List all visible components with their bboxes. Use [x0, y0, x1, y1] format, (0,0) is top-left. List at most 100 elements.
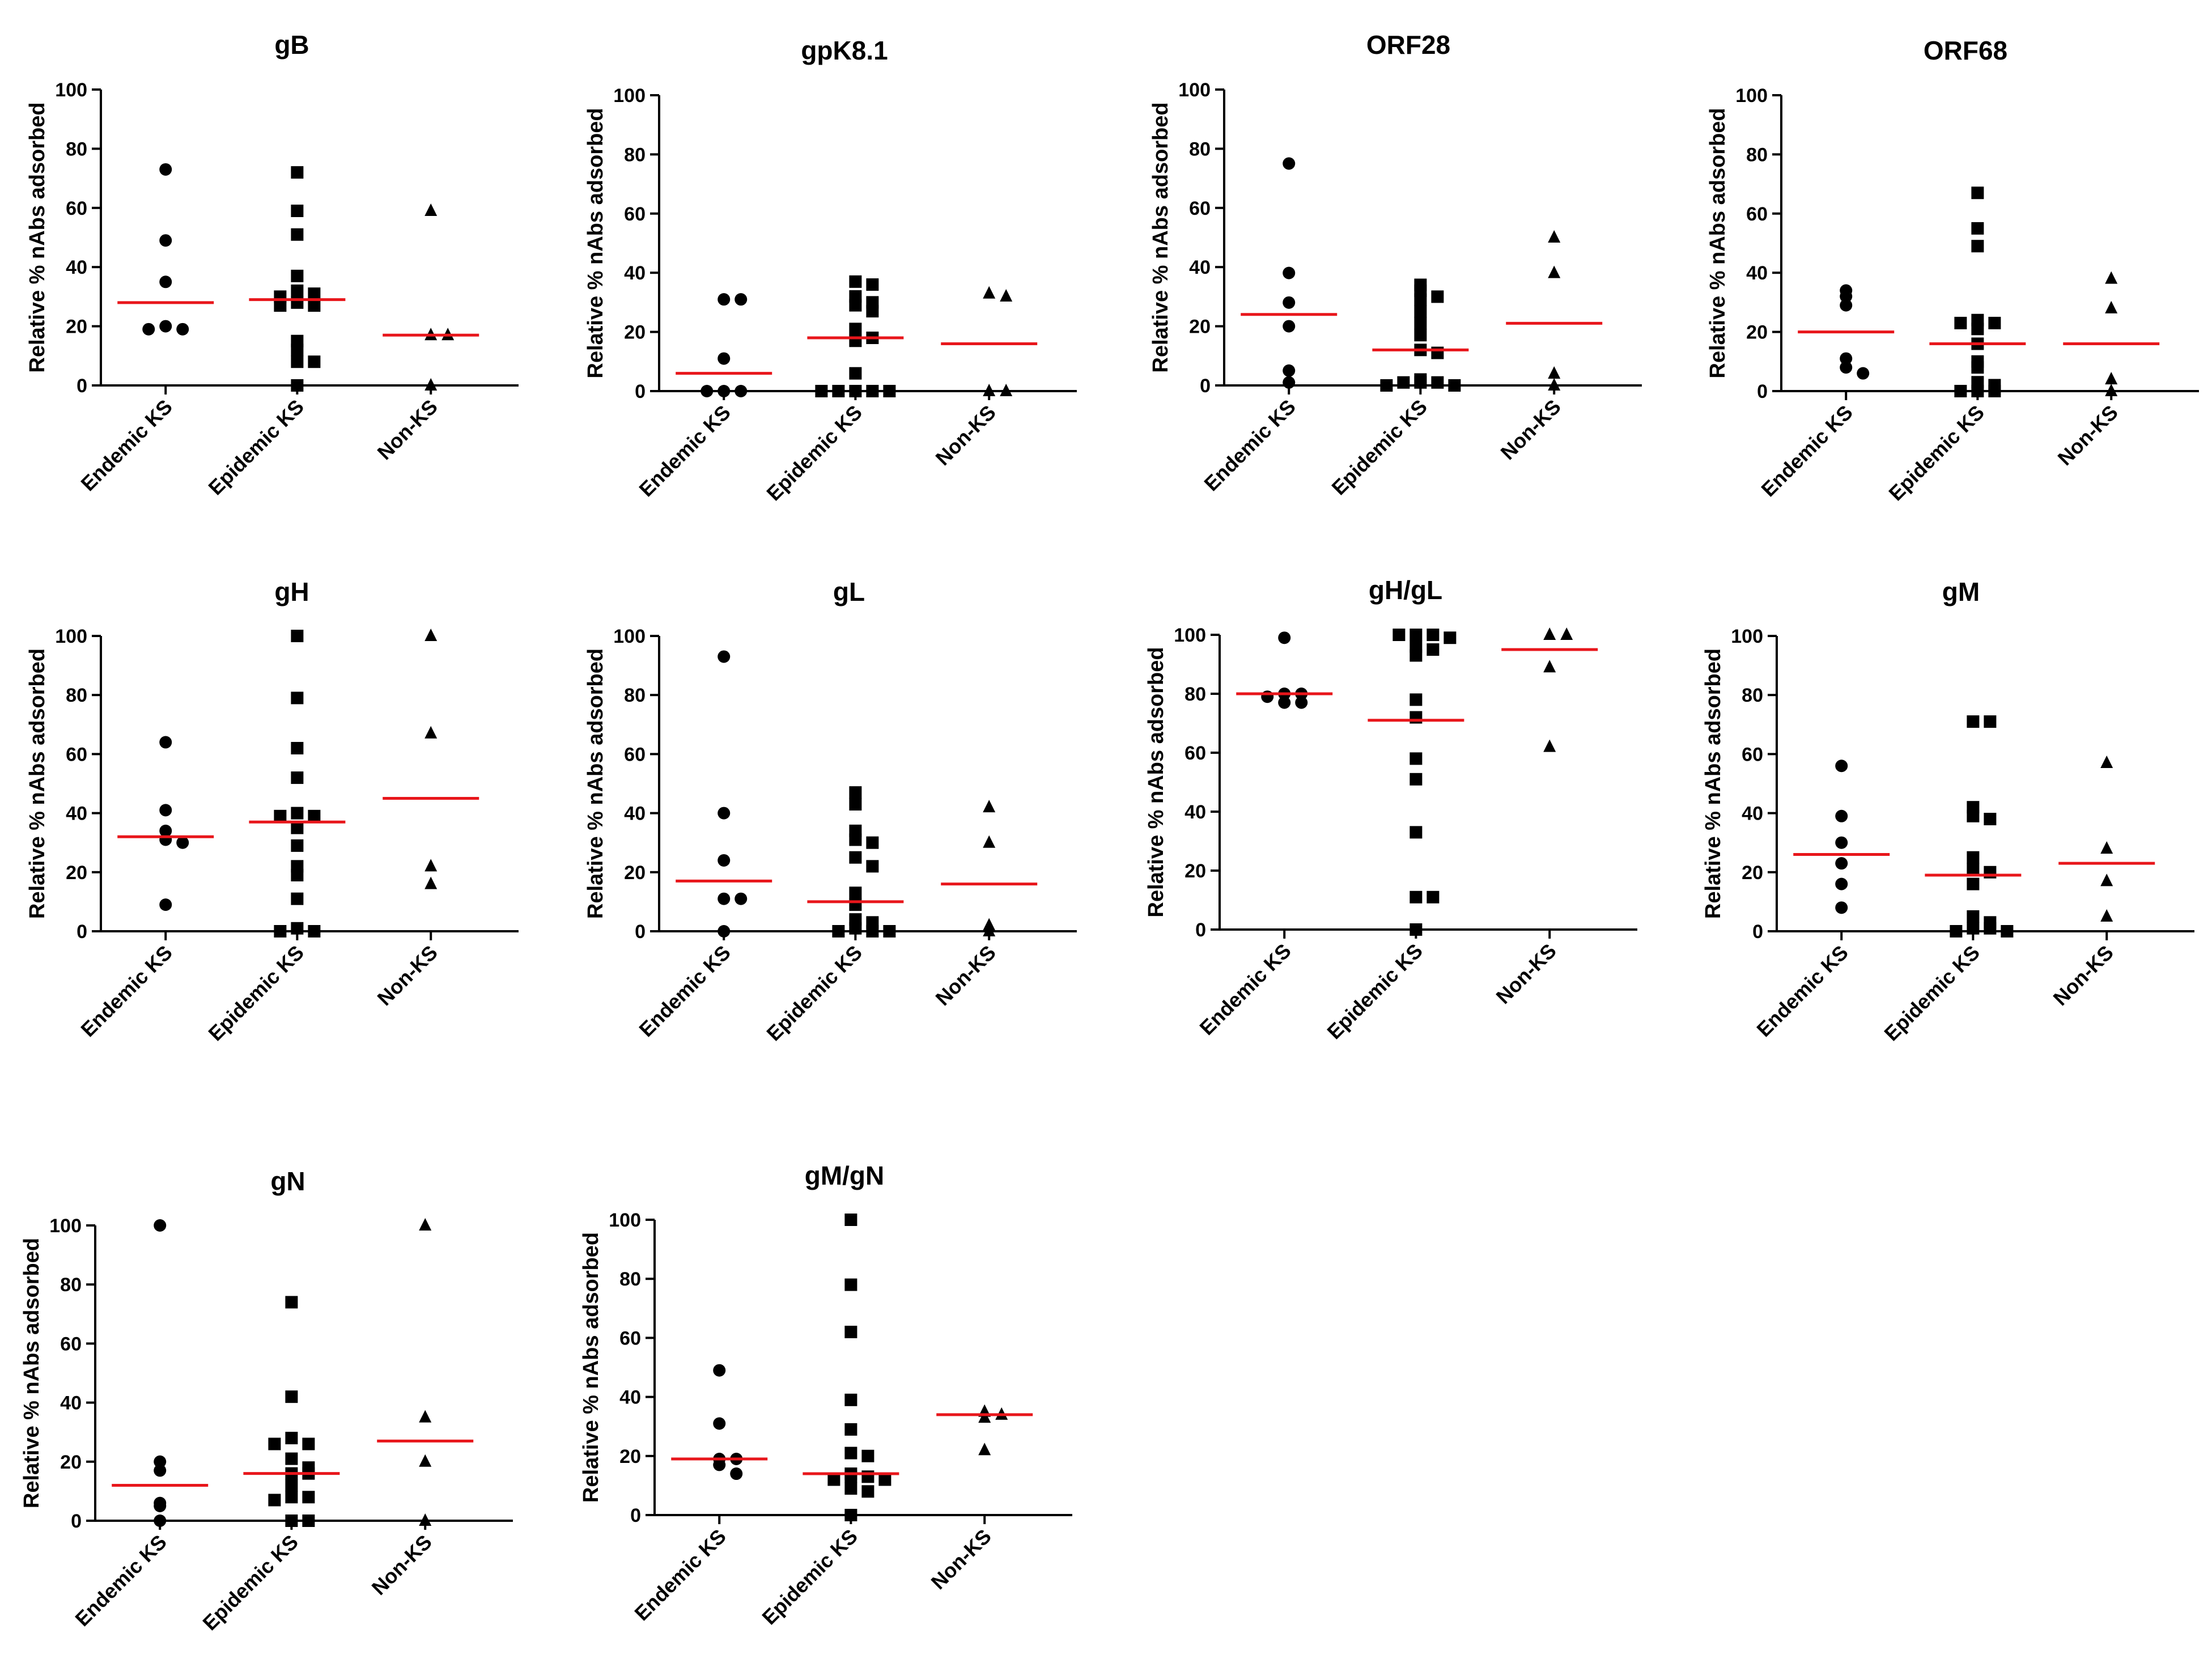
data-point-triangle — [2100, 873, 2113, 886]
data-point-square — [1988, 385, 2001, 397]
y-tick-label: 60 — [624, 744, 646, 765]
data-point-square — [1380, 379, 1393, 392]
data-point-square — [291, 343, 304, 357]
data-point-triangle — [1548, 265, 1561, 278]
x-tick-label: Epidemic KS — [203, 941, 308, 1046]
data-point-square — [291, 228, 304, 241]
data-point-circle — [717, 293, 731, 306]
y-tick-label: 60 — [624, 203, 646, 225]
data-point-circle — [730, 1467, 743, 1480]
data-point-square — [1971, 186, 1984, 200]
x-tick-label: Endemic KS — [1756, 401, 1857, 502]
data-point-circle — [1835, 901, 1848, 914]
data-point-square — [849, 886, 862, 900]
x-tick-label: Non-KS — [1492, 939, 1561, 1008]
data-point-square — [1409, 693, 1423, 706]
data-point-square — [1414, 305, 1427, 318]
data-point-square — [1988, 316, 2001, 329]
data-point-square — [1984, 813, 1997, 826]
data-point-square — [285, 1514, 298, 1527]
data-point-square — [291, 922, 304, 935]
y-tick-label: 0 — [77, 921, 87, 943]
data-point-square — [1954, 316, 1967, 329]
y-tick-label: 40 — [66, 803, 87, 825]
data-point-square — [866, 385, 879, 397]
data-point-square — [1431, 290, 1444, 303]
y-axis-label: Relative % nAbs adsorbed — [26, 648, 49, 919]
data-point-square — [844, 1393, 857, 1406]
data-point-square — [1409, 649, 1423, 662]
data-point-square — [285, 1296, 298, 1309]
y-tick-label: 80 — [1742, 685, 1763, 706]
x-tick-label: Epidemic KS — [762, 401, 867, 506]
data-point-triangle — [419, 1218, 432, 1231]
y-tick-label: 100 — [55, 626, 87, 647]
y-tick-label: 0 — [630, 1505, 641, 1526]
y-tick-label: 0 — [635, 381, 646, 402]
x-tick-label: Endemic KS — [70, 1530, 171, 1631]
data-point-square — [844, 1482, 857, 1495]
data-point-square — [815, 385, 828, 397]
data-point-triangle — [1548, 230, 1561, 243]
data-point-circle — [1840, 352, 1853, 365]
data-point-triangle — [2100, 756, 2113, 769]
y-axis-label: Relative % nAbs adsorbed — [584, 648, 608, 919]
data-point-triangle — [2105, 372, 2118, 385]
data-point-circle — [717, 385, 731, 397]
y-tick-label: 0 — [1757, 381, 1768, 402]
y-tick-label: 20 — [619, 1446, 641, 1467]
data-point-square — [1984, 922, 1997, 935]
data-point-circle — [734, 892, 748, 905]
data-point-triangle — [424, 378, 438, 391]
panel-gb: gB Relative % nAbs adsorbed 0 20 40 60 80 100 En… — [26, 30, 519, 499]
x-tick-label: Non-KS — [931, 941, 1000, 1010]
data-point-square — [861, 1485, 874, 1498]
data-point-circle — [1835, 877, 1848, 890]
data-point-square — [308, 925, 321, 937]
y-tick-label: 20 — [1184, 860, 1206, 882]
chart-title: gN — [270, 1166, 305, 1196]
x-tick-label: Non-KS — [367, 1530, 436, 1600]
y-tick-label: 20 — [1742, 862, 1763, 884]
chart-title: gH — [274, 577, 309, 606]
x-tick-label: Epidemic KS — [762, 941, 867, 1046]
data-point-square — [832, 925, 845, 937]
data-point-circle — [713, 1364, 726, 1377]
data-point-square — [1392, 629, 1406, 641]
x-tick-label: Non-KS — [373, 395, 442, 464]
x-tick-label: Epidemic KS — [1884, 401, 1989, 506]
data-point-circle — [159, 163, 172, 176]
y-tick-label: 80 — [619, 1269, 641, 1290]
data-point-square — [285, 1479, 298, 1492]
y-tick-label: 40 — [624, 262, 646, 284]
y-tick-label: 60 — [619, 1327, 641, 1349]
data-point-square — [883, 925, 896, 937]
data-point-circle — [1835, 857, 1848, 870]
data-point-circle — [159, 898, 172, 911]
data-point-circle — [717, 925, 731, 937]
chart-title: gpK8.1 — [801, 36, 888, 65]
data-point-square — [285, 1390, 298, 1403]
y-tick-label: 60 — [66, 198, 87, 219]
x-tick-label: Endemic KS — [1195, 939, 1296, 1040]
y-tick-label: 20 — [66, 862, 87, 884]
data-point-square — [849, 922, 862, 935]
data-point-circle — [1278, 631, 1291, 644]
data-point-square — [1967, 922, 1980, 935]
data-point-square — [849, 367, 862, 380]
chart-title: gH/gL — [1369, 575, 1442, 605]
data-point-square — [1426, 890, 1440, 903]
data-point-square — [1426, 629, 1440, 641]
data-point-square — [308, 809, 321, 822]
data-point-square — [844, 1325, 857, 1338]
data-point-square — [291, 691, 304, 705]
data-point-triangle — [424, 203, 438, 217]
x-tick-label: Non-KS — [2053, 401, 2122, 470]
data-point-square — [1954, 385, 1967, 397]
data-point-square — [1443, 631, 1457, 644]
data-point-square — [274, 809, 287, 822]
y-axis-label: Relative % nAbs adsorbed — [1144, 647, 1168, 917]
data-point-square — [291, 821, 304, 834]
y-tick-label: 60 — [1742, 744, 1763, 765]
data-point-triangle — [1543, 627, 1556, 640]
